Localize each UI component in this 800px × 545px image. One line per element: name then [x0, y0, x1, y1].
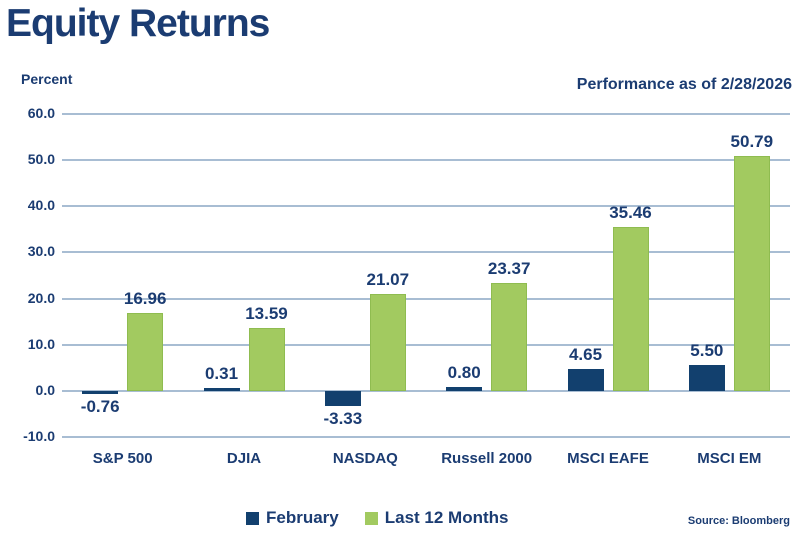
- bar-value-label: 0.31: [204, 363, 239, 383]
- page-title: Equity Returns: [6, 2, 270, 45]
- legend-item: Last 12 Months: [364, 508, 509, 528]
- bar-last-12-months: [733, 156, 770, 391]
- gridline: [62, 205, 790, 208]
- gridline: [62, 297, 790, 300]
- bar-value-label: 5.50: [690, 341, 724, 361]
- bar-value-label: 35.46: [609, 203, 652, 223]
- bar-last-12-months: [248, 328, 285, 391]
- performance-date-annotation: Performance as of 2/28/2026: [576, 76, 792, 93]
- gridline: [62, 343, 790, 346]
- y-tick-label: 50.0: [27, 151, 55, 168]
- y-axis-label: Percent: [21, 71, 73, 87]
- category-label: MSCI EM: [697, 450, 762, 467]
- bar-last-12-months: [127, 312, 164, 391]
- category-label: S&P 500: [92, 450, 153, 467]
- bar-february: [82, 390, 119, 395]
- y-tick-label: 10.0: [27, 335, 55, 352]
- gridline: [62, 113, 790, 115]
- legend-label: Last 12 Months: [384, 508, 509, 527]
- legend: February Last 12 Months: [246, 508, 509, 528]
- y-tick-label: 30.0: [27, 243, 55, 260]
- legend-swatch-icon: [246, 511, 259, 525]
- y-tick-label: 40.0: [27, 197, 55, 214]
- source-note: Source: Bloomberg: [687, 515, 790, 527]
- category-label: NASDAQ: [332, 450, 398, 467]
- bar-value-label: 23.37: [487, 259, 531, 279]
- bar-value-label: -0.76: [80, 397, 120, 417]
- bar-value-label: 4.65: [568, 345, 603, 365]
- gridline: [62, 159, 790, 162]
- bar-value-label: 0.80: [447, 363, 481, 383]
- legend-label: February: [266, 508, 339, 527]
- legend-swatch-icon: [364, 511, 378, 525]
- bar-february: [324, 390, 361, 407]
- bar-february: [446, 387, 483, 391]
- category-label: DJIA: [226, 450, 262, 467]
- gridline: [62, 389, 790, 392]
- bar-last-12-months: [612, 227, 649, 391]
- y-tick-label: 60.0: [27, 105, 55, 121]
- bar-february: [203, 387, 240, 391]
- y-tick-label: -10.0: [23, 428, 55, 444]
- bar-value-label: 13.59: [245, 304, 288, 324]
- bar-february: [688, 365, 725, 391]
- bar-value-label: 16.96: [123, 288, 167, 308]
- bar-value-label: -3.33: [323, 409, 363, 429]
- y-tick-label: 0.0: [35, 381, 55, 398]
- bar-last-12-months: [491, 283, 528, 391]
- bar-last-12-months: [369, 293, 406, 391]
- bar-value-label: 50.79: [730, 132, 774, 152]
- gridline: [62, 251, 790, 254]
- bar-value-label: 21.07: [366, 269, 410, 289]
- category-label: Russell 2000: [441, 450, 533, 467]
- gridline: [62, 436, 790, 438]
- bar-february: [567, 369, 604, 391]
- y-tick-label: 20.0: [27, 289, 55, 306]
- category-label: MSCI EAFE: [567, 450, 649, 467]
- legend-item: February: [246, 508, 339, 528]
